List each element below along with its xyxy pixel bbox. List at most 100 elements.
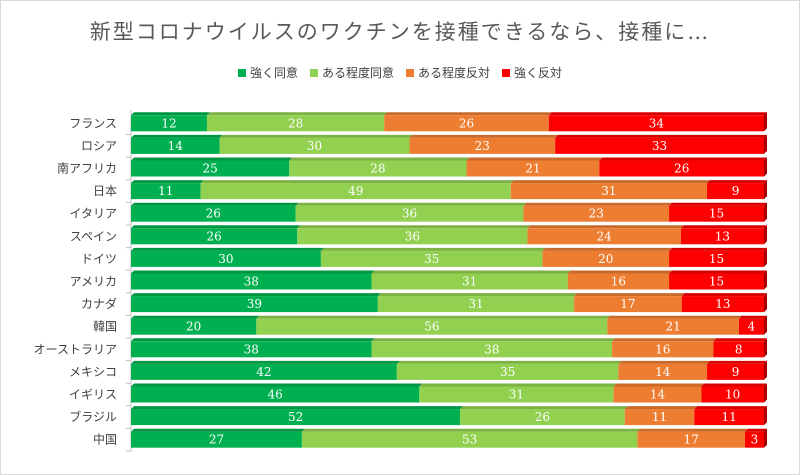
data-label: 24 (597, 229, 613, 243)
bar-segment (219, 137, 410, 154)
data-label: 38 (244, 275, 259, 289)
bar-side-face (764, 383, 767, 403)
data-label: 13 (715, 229, 730, 243)
data-label: 33 (652, 139, 667, 153)
bar-segment (377, 296, 575, 313)
data-label: 31 (509, 388, 524, 402)
bar-segment (738, 318, 764, 335)
bar-segment (510, 183, 708, 200)
bar-top-face (548, 112, 767, 116)
legend-item-1: ある程度同意 (309, 64, 394, 81)
data-label: 36 (402, 207, 417, 221)
bar-segment (574, 296, 682, 313)
bar-segment (371, 273, 568, 290)
data-label: 17 (620, 297, 635, 311)
bar-segment (669, 250, 764, 267)
data-label: 25 (202, 162, 217, 176)
bar-segment (567, 273, 670, 290)
bar-segment (131, 115, 207, 132)
bar-segment (681, 296, 764, 313)
bar-top-face (206, 112, 388, 116)
bar-side-face (764, 134, 767, 154)
data-label: 4 (748, 320, 756, 334)
bar-top-face (669, 202, 767, 206)
data-label: 11 (722, 410, 737, 424)
data-label: 56 (424, 320, 439, 334)
bar-top-face (131, 315, 260, 319)
bar-top-face (567, 270, 673, 274)
bar-segment (466, 160, 600, 177)
bar-segment (612, 341, 714, 358)
bar-segment (131, 318, 257, 335)
bar-top-face (681, 293, 767, 297)
data-label: 52 (288, 410, 303, 424)
bar-segment (297, 228, 528, 245)
bar-side-face (764, 406, 767, 426)
data-label: 16 (655, 342, 670, 356)
legend-label: 強く同意 (249, 66, 298, 80)
bar-segment (131, 296, 378, 313)
data-label: 15 (709, 252, 724, 266)
bar-segment (618, 363, 708, 380)
bar-segment (131, 273, 372, 290)
data-label: 3 (751, 433, 759, 447)
data-label: 23 (475, 139, 490, 153)
category-label: スペイン (70, 229, 117, 243)
bar-top-face (542, 247, 673, 251)
bar-segment (131, 183, 201, 200)
bar-segment (637, 431, 746, 448)
bar-top-face (371, 338, 616, 342)
bar-top-face (613, 383, 705, 387)
bar-segment (320, 250, 543, 267)
bar-segment (131, 431, 302, 448)
bar-segment (669, 205, 764, 222)
bar-top-face (131, 112, 210, 116)
data-label: 34 (649, 116, 665, 130)
category-label: ブラジル (69, 409, 117, 424)
bar-top-face (669, 270, 767, 274)
data-label: 11 (158, 184, 173, 198)
data-label: 14 (650, 388, 666, 402)
data-label: 16 (611, 275, 626, 289)
legend-label: ある程度反対 (418, 66, 491, 80)
bar-top-face (131, 293, 381, 297)
bar-top-face (523, 202, 673, 206)
bar-top-face (707, 360, 767, 364)
bar-top-face (295, 202, 527, 206)
bar-segment (460, 409, 625, 426)
bar-segment (384, 115, 549, 132)
data-label: 20 (186, 320, 201, 334)
bar-segment (713, 341, 764, 358)
bar-segment (371, 341, 613, 358)
legend-swatch (406, 69, 414, 77)
data-label: 38 (484, 342, 499, 356)
bar-top-face (200, 180, 514, 184)
legend-label: 強く反対 (514, 66, 563, 80)
bar-side-face (764, 293, 767, 313)
bar-top-face (738, 315, 767, 319)
bar-top-face (612, 338, 717, 342)
data-label: 21 (665, 320, 680, 334)
data-label: 53 (462, 433, 477, 447)
bar-side-face (764, 202, 767, 222)
bar-top-face (527, 225, 684, 229)
bar-top-face (669, 247, 767, 251)
bar-segment (599, 160, 764, 177)
data-label: 23 (589, 207, 604, 221)
bar-segment (613, 386, 702, 403)
bar-segment (301, 431, 638, 448)
bar-top-face (713, 338, 767, 342)
category-label: アメリカ (70, 275, 117, 289)
data-label: 11 (652, 410, 667, 424)
data-label: 10 (725, 388, 740, 402)
data-label: 28 (288, 116, 303, 130)
category-label: 日本 (93, 184, 117, 198)
bar-top-face (131, 383, 423, 387)
legend-swatch (309, 69, 318, 77)
bar-top-face (637, 428, 749, 432)
category-label: イタリア (69, 207, 117, 221)
category-label: フランス (69, 116, 117, 130)
category-label: ドイツ (81, 252, 117, 266)
data-label: 35 (424, 252, 439, 266)
